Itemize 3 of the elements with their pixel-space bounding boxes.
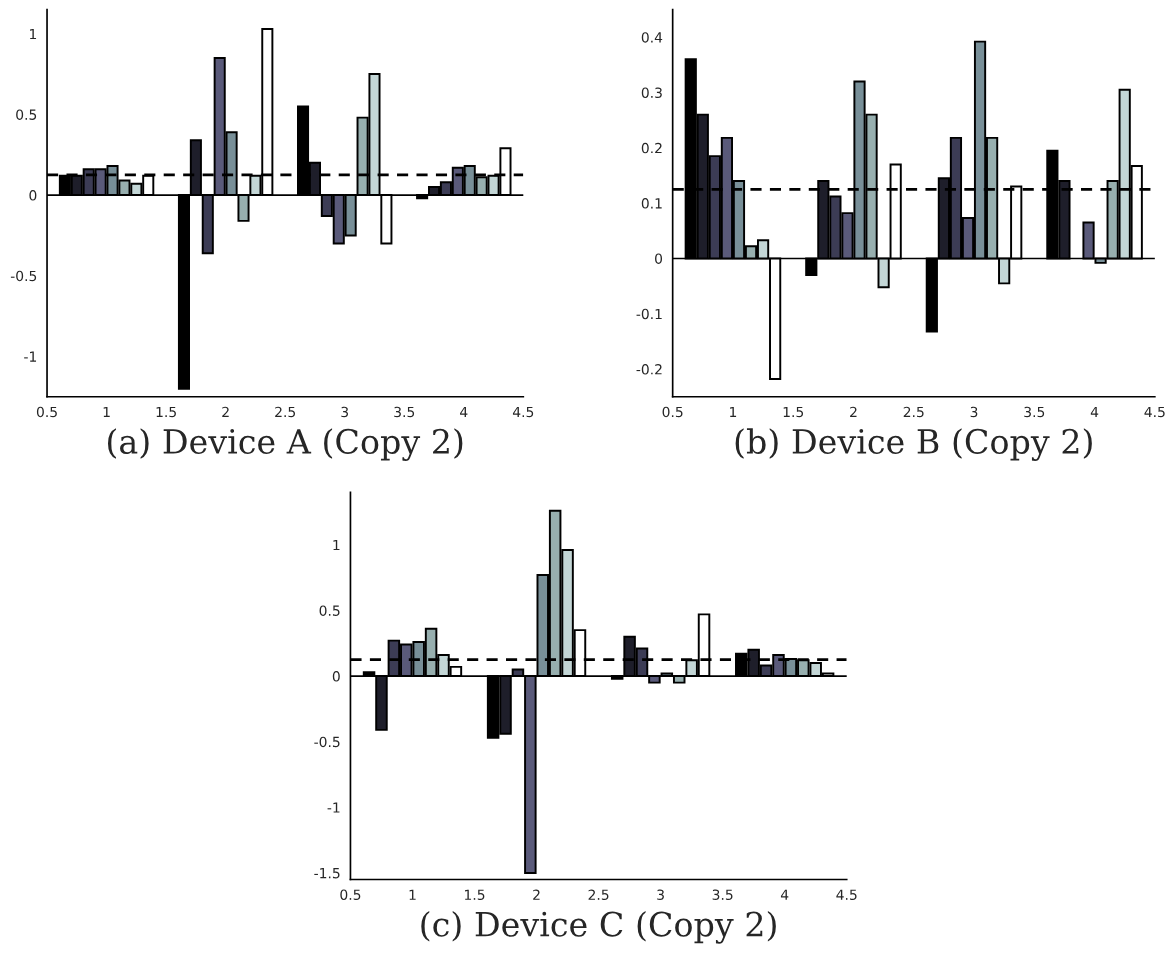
x-axis-title: (a) Device A (Copy 2) [108,428,463,461]
x-axis-title: (b) Device B (Copy 2) [735,428,1092,461]
x-axis-title: (c) Device C (Copy 2) [421,911,776,944]
